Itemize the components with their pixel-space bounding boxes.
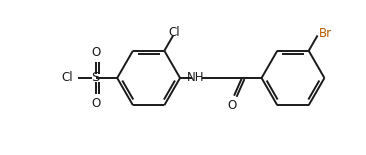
Text: O: O xyxy=(228,99,237,112)
Text: S: S xyxy=(92,71,100,84)
Text: O: O xyxy=(91,46,100,59)
Text: Cl: Cl xyxy=(168,26,180,39)
Text: O: O xyxy=(91,97,100,110)
Text: Br: Br xyxy=(319,27,332,40)
Text: NH: NH xyxy=(187,71,205,84)
Text: Cl: Cl xyxy=(61,71,73,84)
